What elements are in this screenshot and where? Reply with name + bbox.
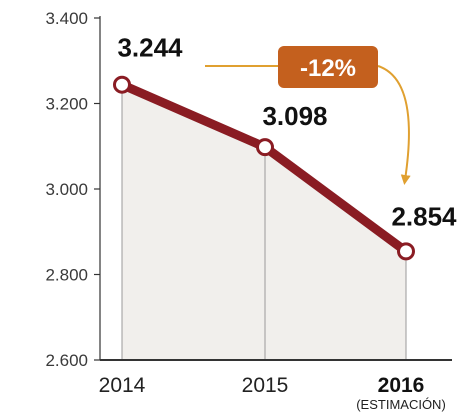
x-tick-label: 2015 — [242, 374, 289, 397]
y-tick-label: 2.800 — [45, 266, 88, 285]
x-ticks: 2014 2015 2016(ESTIMACIÓN) — [99, 374, 446, 412]
y-tick-label: 3.400 — [45, 9, 88, 28]
area-under-line — [122, 84, 406, 360]
data-value-label: 3.244 — [117, 33, 183, 63]
change-annotation: -12% — [205, 46, 411, 185]
x-tick-sublabel: (ESTIMACIÓN) — [356, 397, 446, 412]
change-badge — [278, 46, 378, 88]
change-badge-label: -12% — [300, 55, 356, 82]
axes — [99, 16, 452, 361]
drop-lines-layer — [121, 84, 407, 360]
y-tick-label: 3.000 — [45, 180, 88, 199]
data-value-label: 2.854 — [391, 201, 457, 231]
data-point-marker — [397, 242, 415, 261]
data-value-label: 3.098 — [262, 101, 327, 131]
data-point-marker — [113, 75, 131, 94]
annotation-arrow — [377, 65, 411, 185]
y-tick-label: 2.600 — [45, 351, 88, 370]
x-tick-label: 2014 — [99, 374, 146, 397]
data-point-marker — [256, 138, 274, 157]
data-labels-layer: 3.244 3.098 2.854 — [117, 33, 457, 232]
markers-layer — [113, 75, 415, 261]
y-tick-label: 3.200 — [45, 95, 88, 114]
y-ticks: 2.600 2.800 3.000 3.200 3.400 — [45, 9, 100, 370]
area-fill-layer — [122, 84, 406, 360]
x-tick-label: 2016 — [378, 374, 425, 397]
